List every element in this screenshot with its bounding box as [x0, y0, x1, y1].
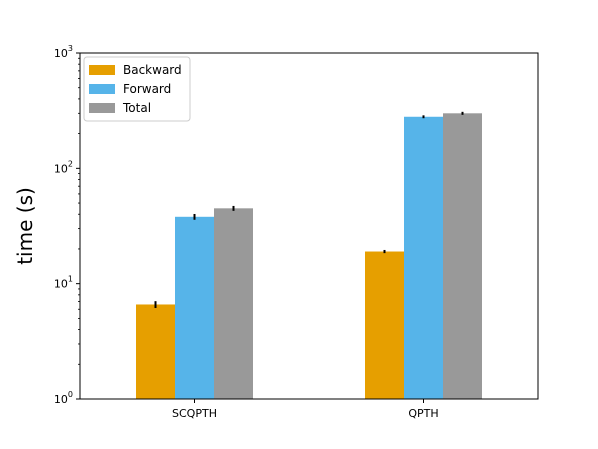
x-axis-ticks: SCQPTH QPTH	[172, 399, 439, 420]
legend-swatch-backward	[89, 65, 115, 75]
bar-total-scqpth	[214, 208, 253, 399]
x-tick-label-scqpth: SCQPTH	[172, 407, 217, 420]
legend-label-backward: Backward	[123, 63, 182, 77]
legend-label-forward: Forward	[123, 82, 171, 96]
y-axis-label: time (s)	[13, 187, 37, 265]
legend-swatch-forward	[89, 84, 115, 94]
y-tick-label: 100	[54, 390, 73, 406]
x-tick-label-qpth: QPTH	[408, 407, 438, 420]
legend-swatch-total	[89, 103, 115, 113]
bar-total-qpth	[443, 113, 482, 399]
bar-backward-qpth	[365, 251, 404, 399]
bar-forward-scqpth	[175, 216, 214, 399]
error-bars-group	[154, 111, 464, 309]
bar-forward-qpth	[404, 116, 443, 399]
plot-frame	[79, 52, 539, 400]
legend: Backward Forward Total	[83, 56, 191, 122]
bar-backward-scqpth	[136, 304, 175, 399]
bars-group	[136, 113, 482, 399]
y-axis-ticks: 100 101 102 103	[54, 44, 80, 406]
legend-label-total: Total	[122, 101, 151, 115]
y-tick-label: 103	[54, 44, 73, 60]
y-tick-label: 101	[54, 275, 73, 291]
y-tick-label: 102	[54, 159, 73, 175]
